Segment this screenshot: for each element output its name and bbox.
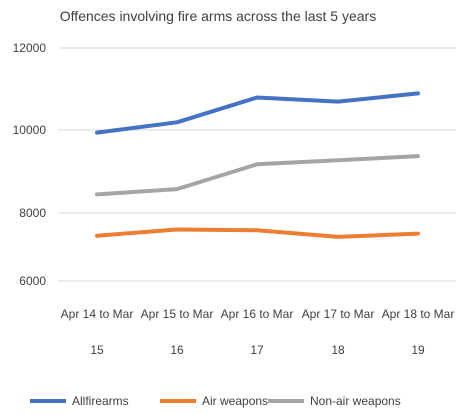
legend-label: Allfirearms <box>72 394 129 408</box>
chart-title: Offences involving fire arms across the … <box>60 8 376 24</box>
x-tick-label-line1: Apr 16 to Mar <box>221 307 294 321</box>
y-tick-label: 6000 <box>19 274 46 288</box>
legend: Allfirearms Air weapons Non-air weapons <box>30 394 401 408</box>
x-tick-label-line2: 16 <box>170 343 184 357</box>
y-axis-ticks: 12000 10000 8000 6000 <box>13 41 47 288</box>
x-tick-label: Apr 16 to Mar 17 <box>221 307 294 357</box>
series-line-non-air-weapons <box>95 154 420 197</box>
legend-item: Air weapons <box>160 394 268 408</box>
x-axis-ticks: Apr 14 to Mar 15 Apr 15 to Mar 16 Apr 16 to … <box>61 307 455 357</box>
legend-label: Air weapons <box>202 394 268 408</box>
legend-label: Non-air weapons <box>310 394 401 408</box>
x-tick-label-line1: Apr 15 to Mar <box>141 307 214 321</box>
x-tick-label-line1: Apr 17 to Mar <box>302 307 375 321</box>
x-tick-label: Apr 18 to Mar 19 <box>382 307 455 357</box>
x-tick-label-line2: 15 <box>90 343 104 357</box>
series-line-allfirearms <box>95 91 420 135</box>
legend-item: Non-air weapons <box>268 394 401 408</box>
series-line-air-weapons <box>95 227 420 239</box>
y-tick-label: 10000 <box>13 123 47 137</box>
x-tick-label-line1: Apr 18 to Mar <box>382 307 455 321</box>
x-tick-label: Apr 14 to Mar 15 <box>61 307 134 357</box>
x-tick-label: Apr 17 to Mar 18 <box>302 307 375 357</box>
y-tick-label: 8000 <box>19 206 46 220</box>
x-tick-label-line2: 19 <box>411 343 425 357</box>
x-tick-label-line1: Apr 14 to Mar <box>61 307 134 321</box>
x-tick-label-line2: 17 <box>250 343 264 357</box>
y-tick-label: 12000 <box>13 41 47 55</box>
series-lines <box>95 91 420 239</box>
x-tick-label-line2: 18 <box>331 343 345 357</box>
legend-item: Allfirearms <box>30 394 129 408</box>
x-tick-label: Apr 15 to Mar 16 <box>141 307 214 357</box>
